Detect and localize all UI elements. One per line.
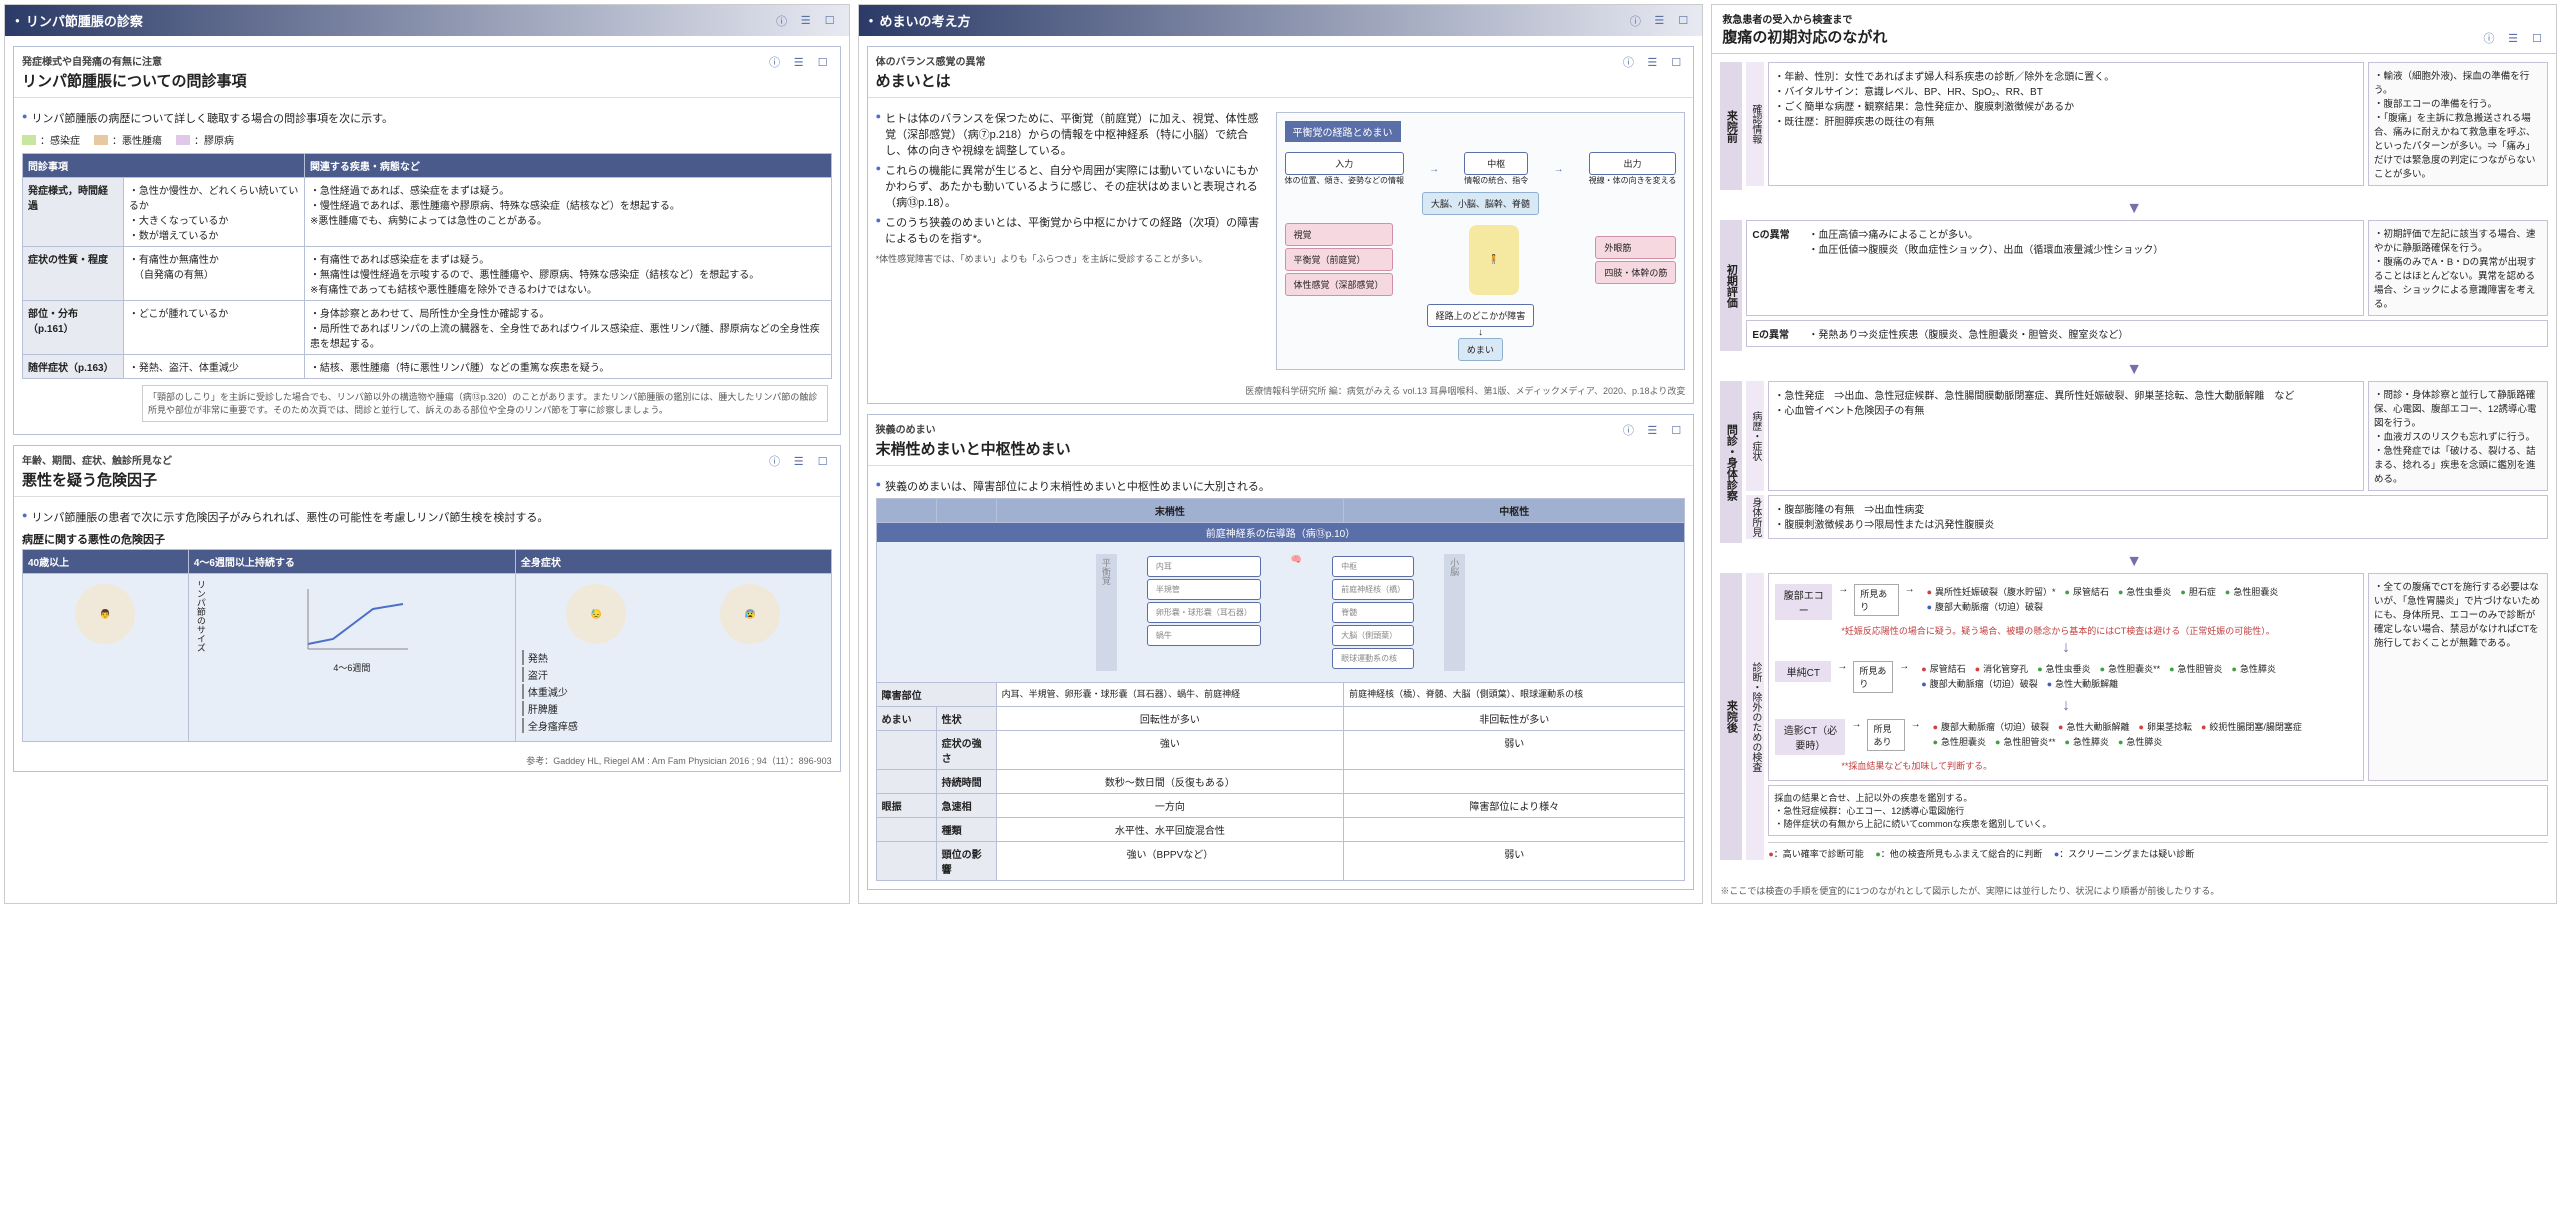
note-icon[interactable]: ☰ — [2504, 29, 2522, 47]
bookmark-icon[interactable]: ☐ — [2528, 29, 2546, 47]
bookmark-icon[interactable]: ☐ — [1674, 12, 1692, 30]
panel-abdomen: 救急患者の受入から検査まで 腹痛の初期対応のながれ ⓘ ☰ ☐ 来院前 確認情報… — [1711, 4, 2557, 904]
stage-pre-arrival: 来院前 確認情報 年齢、性別：女性であればまず婦人科系疾患の診断／除外を念頭に置… — [1720, 62, 2548, 190]
card-title: リンパ節腫脹についての問診事項 — [22, 70, 247, 91]
note-icon[interactable]: ☰ — [797, 12, 815, 30]
panel-header: リンパ節腫脹の診察 ⓘ ☰ ☐ — [5, 5, 849, 36]
info-icon[interactable]: ⓘ — [766, 53, 784, 71]
vertigo-table: 末梢性中枢性 前庭神経系の伝導路（病⑬p.10） 平衡覚 内耳半規管卵形嚢・球形… — [876, 498, 1686, 881]
info-icon[interactable]: ⓘ — [1619, 53, 1637, 71]
legend: ：感染症 ：悪性腫瘍 ：膠原病 — [22, 132, 832, 147]
info-icon[interactable]: ⓘ — [1619, 421, 1637, 439]
panel-title: リンパ節腫脹の診察 — [15, 11, 143, 30]
panel-vertigo: めまいの考え方 ⓘ ☰ ☐ 体のバランス感覚の異常 めまいとは ⓘ ☰ ☐ ヒト… — [858, 4, 1704, 904]
ear-anatomy-diagram: 平衡覚 内耳半規管卵形嚢・球形嚢（耳石器）蝸牛 🧠 中枢前庭神経核（橋）脊髄大脳… — [877, 542, 1685, 682]
stage-history: 問診・身体診察 病歴・症状 急性発症 ⇒出血、急性冠症候群、急性腸間膜動脈閉塞症… — [1720, 381, 2548, 543]
doctor-note: 「頸部のしこり」を主訴に受診した場合でも、リンパ節以外の構造物や腫瘍（病⑬p.3… — [142, 385, 828, 422]
note-icon[interactable]: ☰ — [790, 53, 808, 71]
bookmark-icon[interactable]: ☐ — [814, 452, 832, 470]
bookmark-icon[interactable]: ☐ — [1667, 421, 1685, 439]
footnote: ※ここでは検査の手順を便宜的に1つのながれとして図示したが、実際には並行したり、… — [1720, 884, 2548, 897]
info-icon[interactable]: ⓘ — [773, 12, 791, 30]
note-icon[interactable]: ☰ — [1650, 12, 1668, 30]
panel-lymph: リンパ節腫脹の診察 ⓘ ☰ ☐ 発症様式や自発痛の有無に注意 リンパ節腫脹につい… — [4, 4, 850, 904]
card-suptitle: 発症様式や自発痛の有無に注意 — [22, 53, 247, 68]
balance-diagram: 平衡覚の経路とめまい 入力体の位置、傾き、姿勢などの情報 → 中枢情報の統合、指… — [1276, 112, 1686, 370]
risk-table: 40歳以上4～6週間以上持続する全身症状 👨 リンパ節のサイズ 4～6週間 😓😰… — [22, 549, 832, 742]
interview-table: 問診事項関連する疾患・病態など 発症様式，時間経過・急性か慢性か、どれくらい続い… — [22, 153, 832, 379]
citation: 参考：Gaddey HL, Riegel AM : Am Fam Physici… — [22, 754, 832, 767]
note-icon[interactable]: ☰ — [1643, 53, 1661, 71]
info-icon[interactable]: ⓘ — [1626, 12, 1644, 30]
bookmark-icon[interactable]: ☐ — [1667, 53, 1685, 71]
lead-text: リンパ節腫脹の病歴について詳しく聴取する場合の問診事項を次に示す。 — [22, 110, 832, 126]
bookmark-icon[interactable]: ☐ — [814, 53, 832, 71]
note-icon[interactable]: ☰ — [1643, 421, 1661, 439]
card-vertigo-types: 狭義のめまい 末梢性めまいと中枢性めまい ⓘ ☰ ☐ 狭義のめまいは、障害部位に… — [867, 414, 1695, 890]
info-icon[interactable]: ⓘ — [766, 452, 784, 470]
info-icon[interactable]: ⓘ — [2480, 29, 2498, 47]
card-interview: 発症様式や自発痛の有無に注意 リンパ節腫脹についての問診事項 ⓘ ☰ ☐ リンパ… — [13, 46, 841, 435]
bookmark-icon[interactable]: ☐ — [821, 12, 839, 30]
stage-exam: 来院後 診断・除外のための検査 腹部エコー→所見あり→●異所性妊娠破裂（腹水貯留… — [1720, 573, 2548, 860]
card-vertigo-def: 体のバランス感覚の異常 めまいとは ⓘ ☰ ☐ ヒトは体のバランスを保つために、… — [867, 46, 1695, 404]
card-risk: 年齢、期間、症状、触診所見など 悪性を疑う危険因子 ⓘ ☰ ☐ リンパ節腫脹の患… — [13, 445, 841, 772]
exam-legend: ●：高い確率で診断可能 ●：他の検査所見もふまえて総合的に判断 ●：スクリーニン… — [1768, 842, 2548, 860]
stage-initial-eval: 初期評価 Cの異常 血圧高値⇒痛みによることが多い。血圧低値⇒腹膜炎（敗血症性シ… — [1720, 220, 2548, 351]
note-icon[interactable]: ☰ — [790, 452, 808, 470]
